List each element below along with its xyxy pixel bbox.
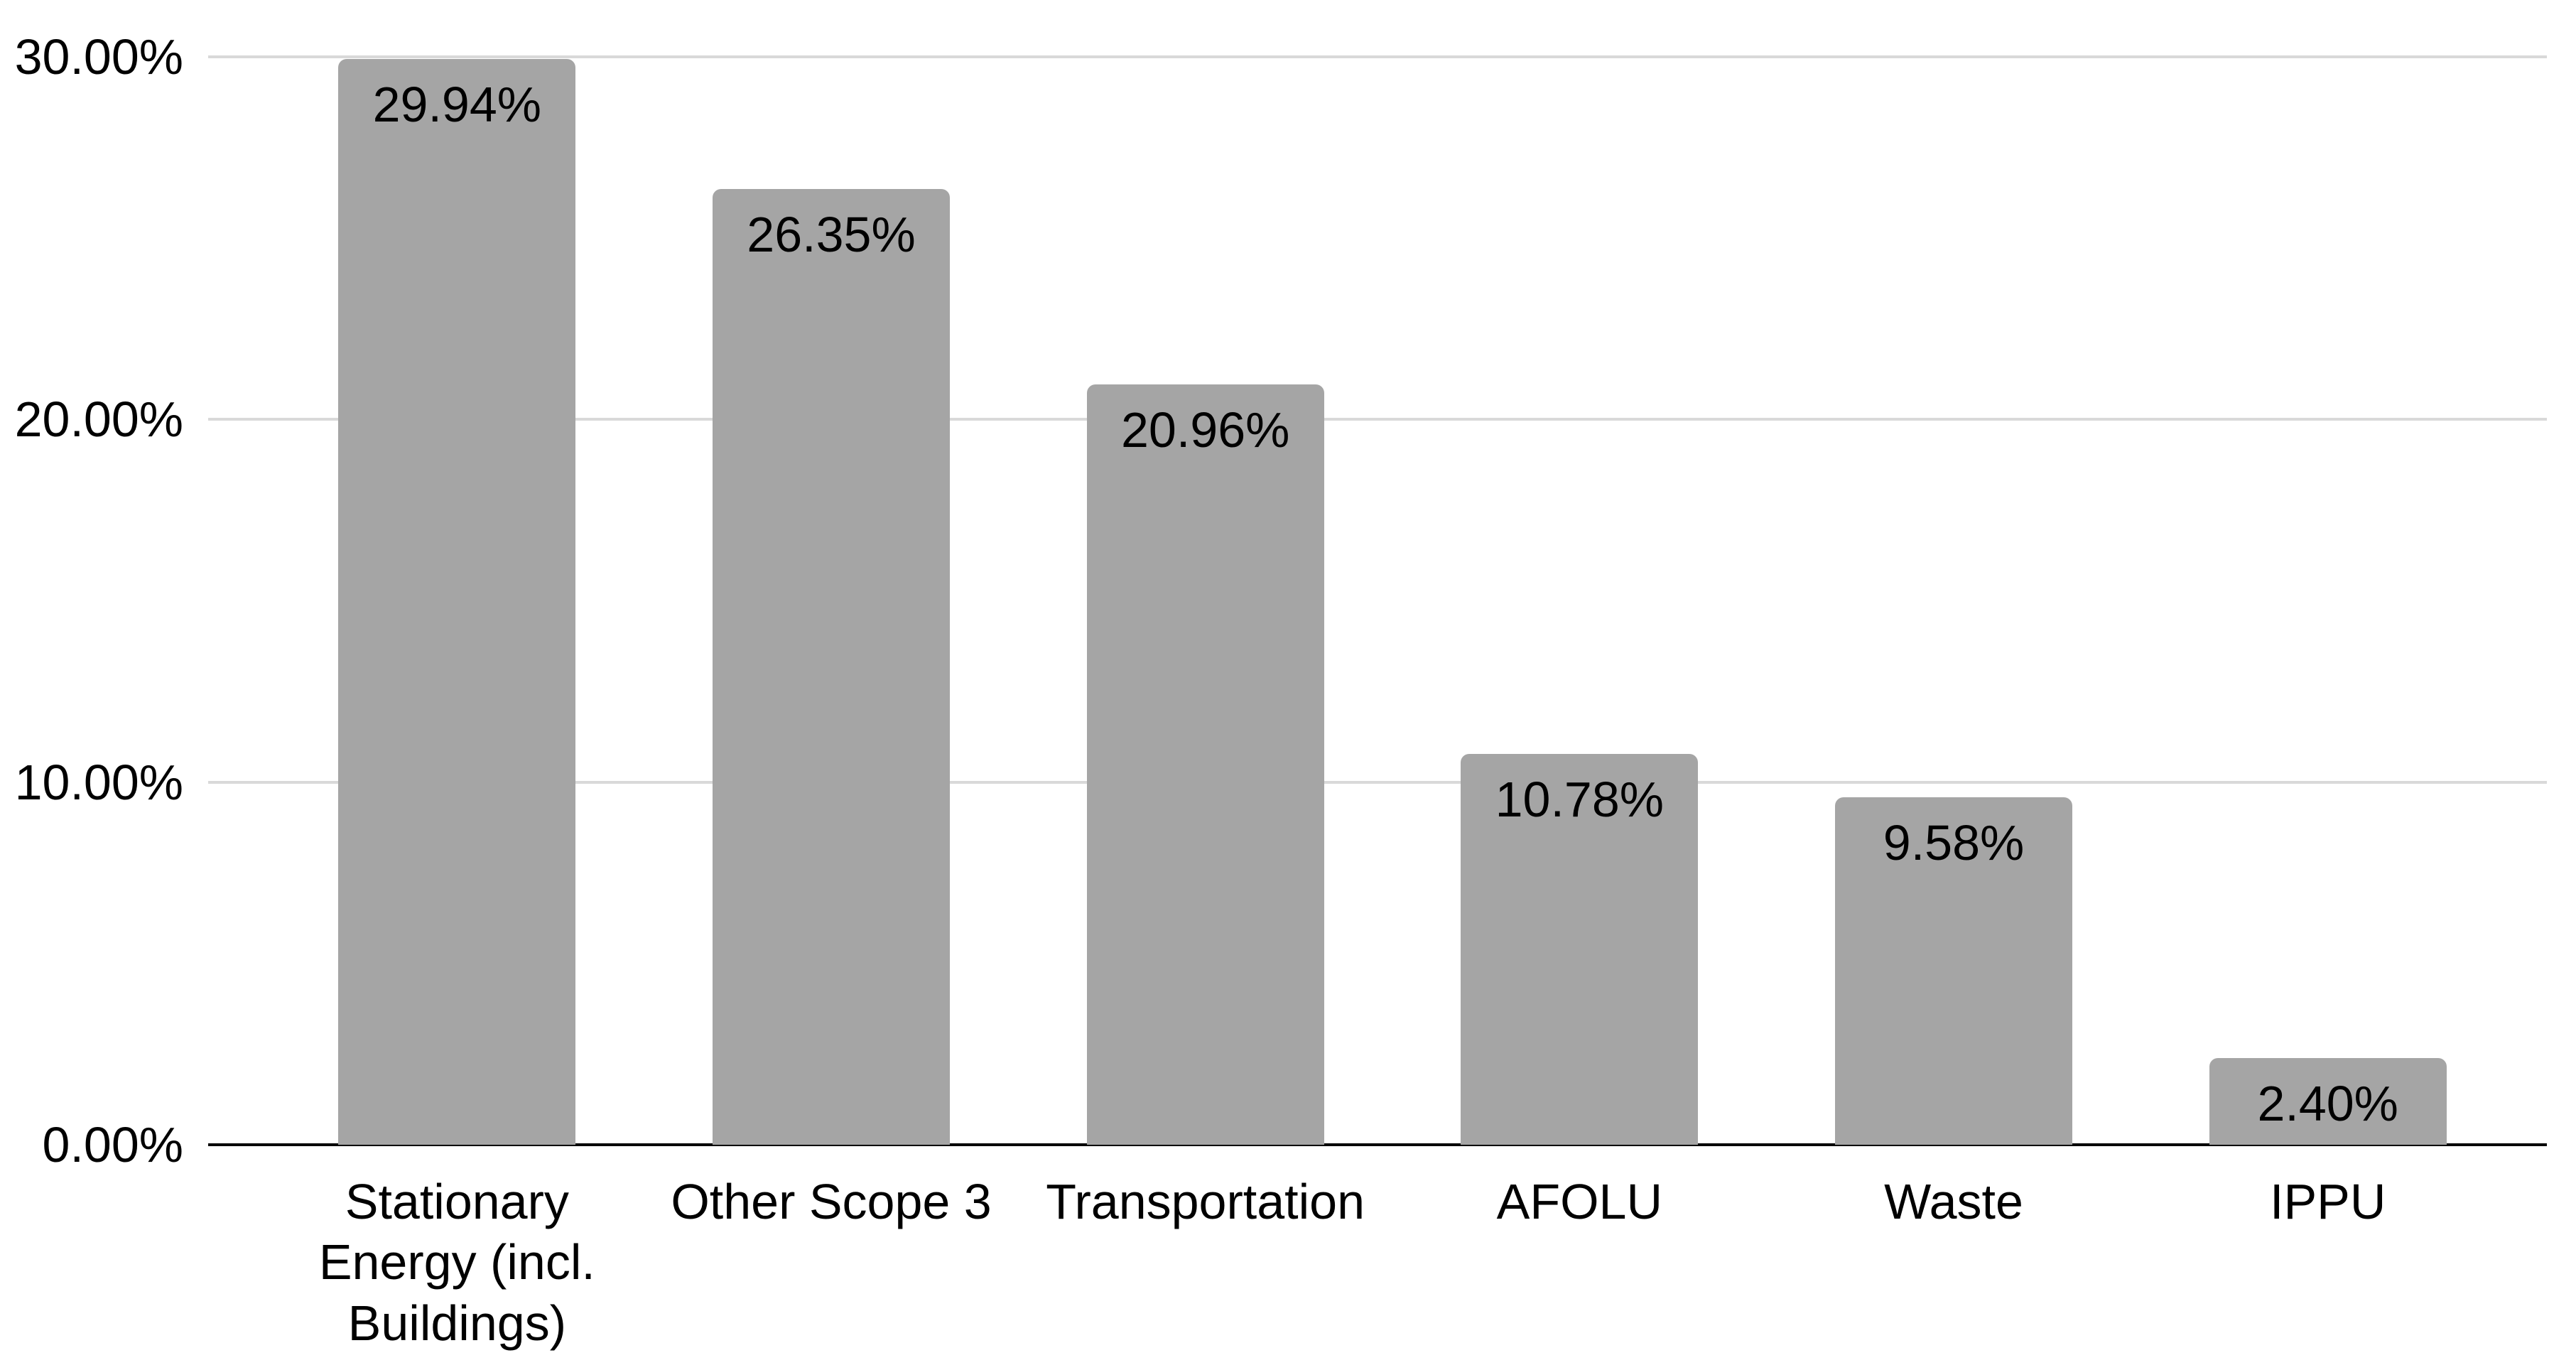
bar-slot: 2.40% — [2141, 57, 2515, 1145]
plot-area: 29.94% 26.35% 20.96% 10.78% 9.58% 2.40% — [208, 55, 2547, 1146]
y-tick-label: 0.00% — [42, 1117, 183, 1172]
bar: 10.78% — [1461, 753, 1699, 1145]
bar-value-label: 29.94% — [372, 77, 542, 133]
gridline — [208, 780, 2547, 784]
x-category-label: Other Scope 3 — [671, 1174, 992, 1229]
gridline — [208, 55, 2547, 58]
bar: 2.40% — [2209, 1057, 2447, 1145]
x-axis-line — [208, 1143, 2547, 1146]
bar-value-label: 26.35% — [747, 207, 916, 263]
bars-container: 29.94% 26.35% 20.96% 10.78% 9.58% 2.40% — [208, 57, 2547, 1145]
y-tick-label: 20.00% — [14, 392, 183, 448]
bar-value-label: 2.40% — [2257, 1075, 2398, 1131]
y-tick-label: 30.00% — [14, 29, 183, 85]
bar: 26.35% — [713, 189, 950, 1145]
y-tick-label: 10.00% — [14, 754, 183, 810]
bar-slot: 29.94% — [270, 57, 644, 1145]
bar-slot: 9.58% — [1767, 57, 2141, 1145]
bar-value-label: 9.58% — [1883, 815, 2025, 871]
bar-slot: 20.96% — [1018, 57, 1392, 1145]
bar: 29.94% — [338, 59, 576, 1145]
x-category-label: IPPU — [2270, 1174, 2386, 1229]
x-category-label: Waste — [1884, 1174, 2023, 1229]
x-axis-category-labels: Stationary Energy (incl. Buildings) Other… — [208, 1172, 2547, 1354]
bar: 20.96% — [1086, 384, 1324, 1145]
bar: 9.58% — [1835, 797, 2072, 1145]
bar-slot: 26.35% — [644, 57, 1019, 1145]
gridline — [208, 418, 2547, 421]
x-category-label: Transportation — [1046, 1174, 1365, 1229]
bar-value-label: 10.78% — [1495, 771, 1665, 827]
bar-slot: 10.78% — [1392, 57, 1767, 1145]
x-category-label: AFOLU — [1496, 1174, 1663, 1229]
bar-value-label: 20.96% — [1120, 402, 1290, 458]
x-category-label: Stationary Energy (incl. Buildings) — [318, 1174, 595, 1351]
